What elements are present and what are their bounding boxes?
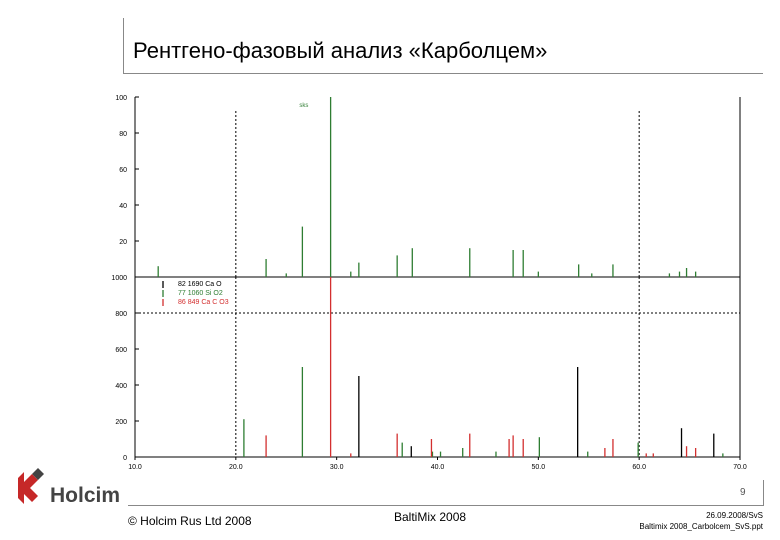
legend-label: 82 1690 Ca O bbox=[178, 281, 222, 288]
page-number: 9 bbox=[740, 487, 746, 498]
title-rule-horizontal bbox=[123, 73, 763, 74]
y-tick-label: 100 bbox=[115, 95, 127, 102]
y-tick-label: 600 bbox=[115, 347, 127, 354]
slide-title: Рентгено-фазовый анализ «Карболцем» bbox=[133, 38, 548, 63]
holcim-logo-icon bbox=[14, 468, 48, 513]
y-tick-label: 0 bbox=[123, 455, 127, 462]
footer-date: 26.09.2008/SvS bbox=[706, 511, 763, 520]
x-tick-label: 10.0 bbox=[128, 464, 142, 471]
footer-rule bbox=[128, 505, 764, 506]
copyright-text: © Holcim Rus Ltd 2008 bbox=[128, 514, 252, 528]
y-tick-label: 1000 bbox=[111, 275, 127, 282]
y-tick-label: 400 bbox=[115, 383, 127, 390]
peak-annotation: sks bbox=[299, 103, 308, 109]
legend-label: 86 849 Ca C O3 bbox=[178, 299, 229, 306]
y-tick-label: 60 bbox=[119, 167, 127, 174]
y-tick-label: 800 bbox=[115, 311, 127, 318]
footer-filename: Baltimix 2008_Carbolcem_SvS.ppt bbox=[639, 522, 763, 531]
x-tick-label: 60.0 bbox=[632, 464, 646, 471]
y-tick-label: 80 bbox=[119, 131, 127, 138]
y-tick-label: 20 bbox=[119, 239, 127, 246]
x-tick-label: 20.0 bbox=[229, 464, 243, 471]
x-tick-label: 50.0 bbox=[532, 464, 546, 471]
legend-label: 77 1060 Si O2 bbox=[178, 290, 223, 297]
event-name: BaltiMix 2008 bbox=[394, 510, 467, 524]
y-tick-label: 40 bbox=[119, 203, 127, 210]
logo-text: Holcim bbox=[50, 484, 121, 507]
footer-rule-vertical bbox=[763, 480, 764, 506]
x-tick-label: 70.0 bbox=[733, 464, 747, 471]
y-tick-label: 200 bbox=[115, 419, 127, 426]
title-rule-vertical bbox=[123, 18, 124, 74]
x-tick-label: 40.0 bbox=[431, 464, 445, 471]
x-tick-label: 30.0 bbox=[330, 464, 344, 471]
